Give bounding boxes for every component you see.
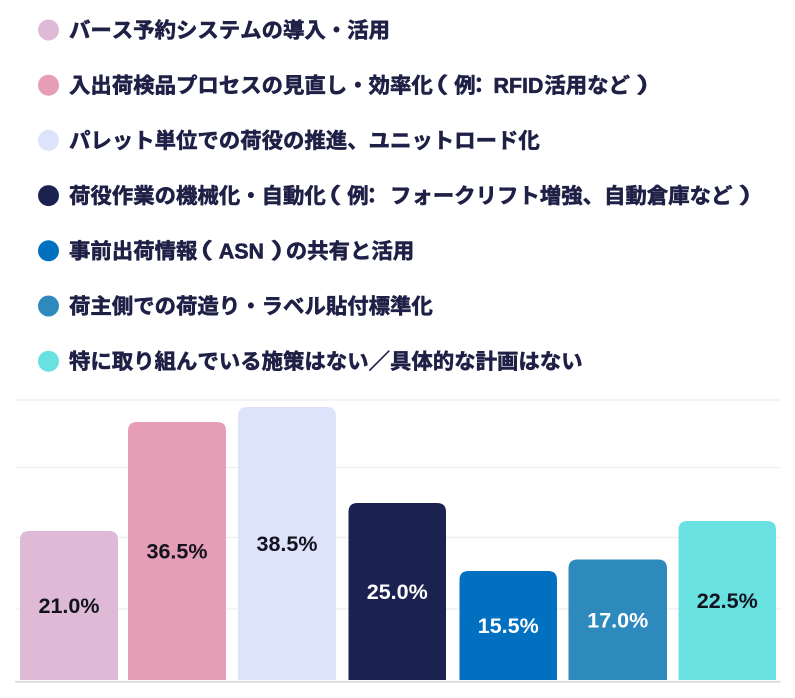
svg-text:22.5%: 22.5% [697, 589, 758, 613]
svg-text:15.5%: 15.5% [478, 614, 539, 638]
svg-text:38.5%: 38.5% [257, 532, 318, 556]
svg-text:25.0%: 25.0% [367, 580, 428, 604]
svg-text:36.5%: 36.5% [147, 540, 208, 564]
svg-text:21.0%: 21.0% [39, 594, 100, 618]
svg-text:17.0%: 17.0% [587, 608, 648, 632]
